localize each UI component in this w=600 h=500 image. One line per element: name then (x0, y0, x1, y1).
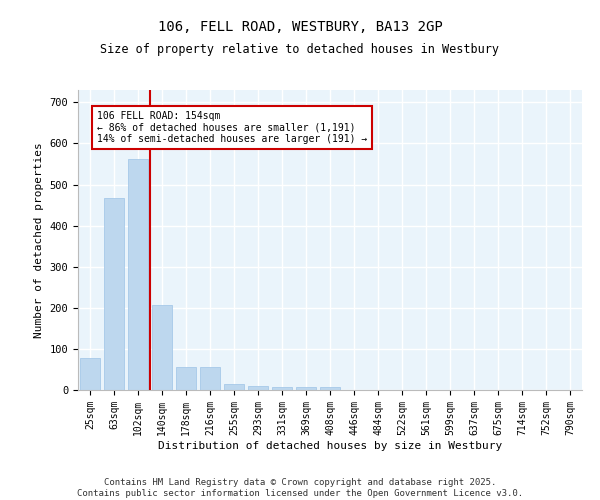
Bar (200, 368, 220, 390)
Bar (128, 158, 148, 390)
Text: Contains HM Land Registry data © Crown copyright and database right 2025.
Contai: Contains HM Land Registry data © Crown c… (77, 478, 523, 498)
Bar (272, 386, 292, 390)
Text: 106, FELL ROAD, WESTBURY, BA13 2GP: 106, FELL ROAD, WESTBURY, BA13 2GP (158, 20, 442, 34)
Bar (248, 386, 268, 390)
Bar (80, 358, 100, 390)
Bar (176, 368, 196, 390)
Text: 106 FELL ROAD: 154sqm
← 86% of detached houses are smaller (1,191)
14% of semi-d: 106 FELL ROAD: 154sqm ← 86% of detached … (97, 110, 367, 144)
Bar (320, 386, 340, 390)
Bar (152, 305, 172, 390)
X-axis label: Distribution of detached houses by size in Westbury: Distribution of detached houses by size … (158, 440, 502, 450)
Y-axis label: Number of detached properties: Number of detached properties (34, 142, 44, 338)
Bar (224, 384, 244, 390)
Bar (296, 386, 316, 390)
Bar (104, 198, 124, 390)
Text: Size of property relative to detached houses in Westbury: Size of property relative to detached ho… (101, 42, 499, 56)
